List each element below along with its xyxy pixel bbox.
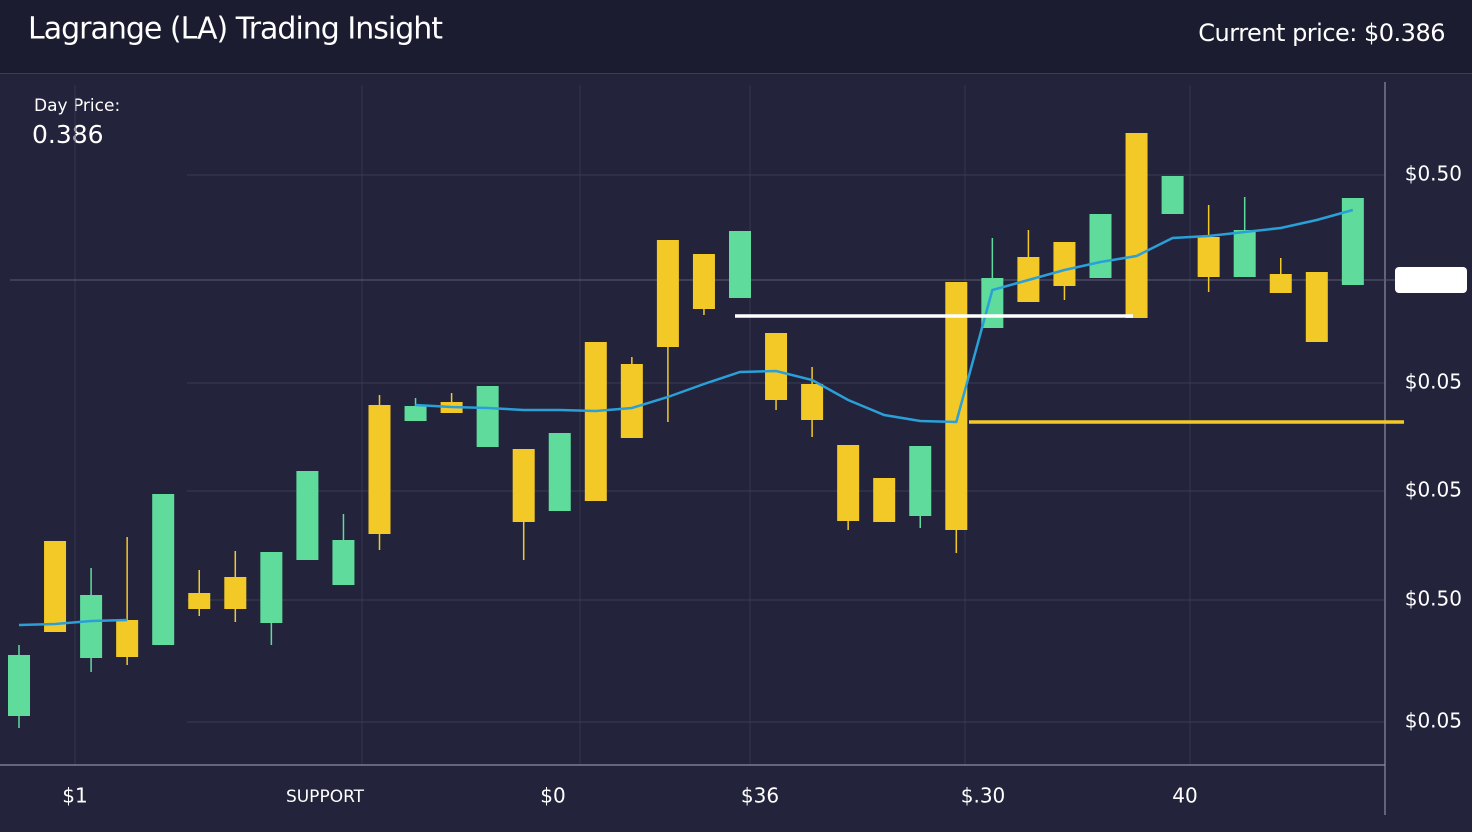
y-tick-label: $0.05 — [1405, 709, 1462, 733]
candle-body — [1125, 133, 1148, 318]
day-price-label: Day Price: — [34, 96, 120, 116]
candle-body — [729, 231, 751, 298]
candle-body — [837, 445, 860, 521]
x-axis-label: 40 — [1172, 784, 1197, 808]
x-axis-label: $.30 — [961, 784, 1006, 808]
candle-body — [945, 282, 968, 530]
y-tick-label: $0.05 — [1405, 478, 1462, 502]
candle-body — [116, 620, 139, 657]
candle-body — [512, 449, 535, 522]
candle-body — [1305, 272, 1328, 342]
moving-average-line — [18, 618, 128, 627]
candle-body — [224, 577, 247, 609]
candle-body — [260, 552, 283, 623]
candle-body — [909, 446, 932, 516]
candle-body — [8, 655, 30, 716]
moving-average-line — [415, 208, 1354, 424]
x-axis-label: $0 — [540, 784, 565, 808]
candle-body — [368, 405, 391, 534]
candle-body — [404, 406, 427, 421]
candle-body — [80, 595, 103, 658]
candle-body — [1053, 242, 1076, 286]
header-bar — [0, 0, 1472, 73]
y-tick-label: $0.50 — [1405, 162, 1462, 186]
candle-body — [584, 342, 607, 501]
price-marker-badge — [1395, 267, 1467, 293]
candle-body — [692, 254, 715, 309]
price-marker-label: $01.336 — [1400, 272, 1462, 290]
current-price: Current price: $0.386 — [1198, 19, 1445, 47]
candle-body — [152, 494, 175, 645]
candle-body — [1233, 230, 1256, 277]
candle-body — [620, 364, 643, 438]
candle-body — [873, 478, 896, 522]
candle-body — [332, 540, 355, 585]
day-price-value: 0.386 — [32, 120, 104, 149]
candle-body — [1197, 237, 1220, 277]
candle-body — [1269, 274, 1292, 293]
candle-body — [801, 384, 824, 420]
title: Lagrange (LA) Trading Insight — [28, 12, 443, 47]
candle-body — [44, 541, 67, 632]
x-axis-label: $36 — [741, 784, 779, 808]
candle-body — [476, 386, 499, 447]
x-axis-label: SUPPORT — [286, 787, 365, 807]
candle-body — [188, 593, 211, 609]
candle-body — [1089, 214, 1112, 278]
candle-body — [1161, 176, 1184, 214]
candle-body — [765, 333, 788, 400]
candle-body — [296, 471, 319, 560]
y-tick-label: $0.05 — [1405, 370, 1462, 394]
x-axis-label: $1 — [62, 784, 87, 808]
candle-body — [548, 433, 571, 511]
y-tick-label: $0.50 — [1405, 587, 1462, 611]
candle-body — [1341, 198, 1364, 285]
candle-body — [656, 240, 679, 347]
